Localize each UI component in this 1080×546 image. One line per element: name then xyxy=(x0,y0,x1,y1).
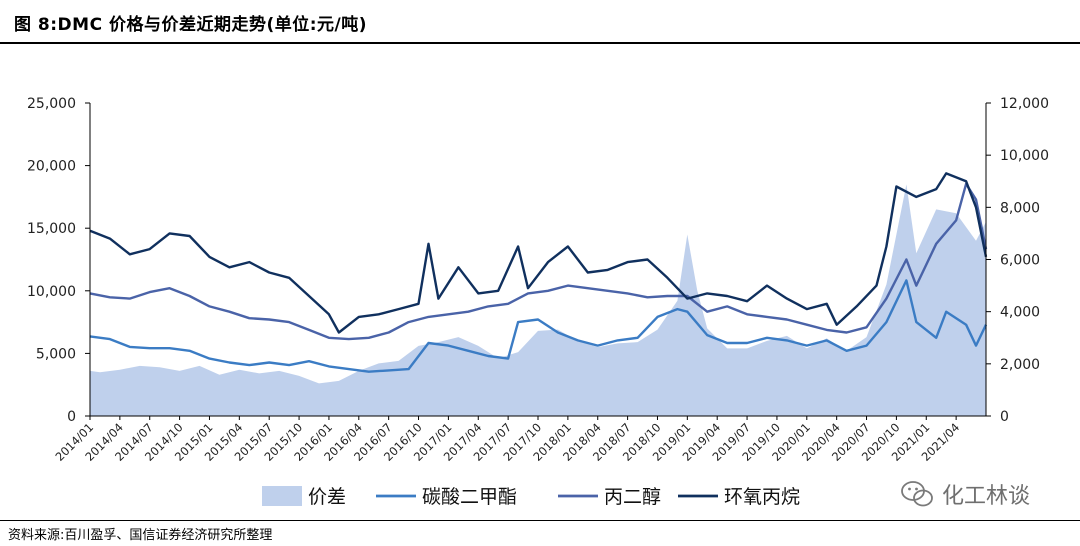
y-right-tick-label: 10,000 xyxy=(1000,148,1049,164)
y-right-tick-label: 0 xyxy=(1000,409,1009,425)
series-area-0 xyxy=(90,184,986,416)
y-left-tick-label: 10,000 xyxy=(27,284,76,300)
y-left-tick-label: 25,000 xyxy=(27,96,76,112)
y-left-tick-label: 0 xyxy=(67,409,76,425)
area-layer xyxy=(90,184,986,416)
series-line-1 xyxy=(89,279,988,373)
y-right-tick-label: 8,000 xyxy=(1000,200,1040,216)
watermark: 化工林谈 xyxy=(900,478,1030,510)
source-divider xyxy=(0,520,1080,521)
y-right-tick-label: 12,000 xyxy=(1000,96,1049,112)
legend-label: 环氧丙烷 xyxy=(724,486,800,508)
line-layer xyxy=(89,172,988,373)
y-right-tick-label: 6,000 xyxy=(1000,253,1040,269)
y-right-tick-label: 4,000 xyxy=(1000,305,1040,321)
watermark-text: 化工林谈 xyxy=(942,484,1031,509)
wechat-icon xyxy=(901,481,933,507)
legend-label: 碳酸二甲酯 xyxy=(422,486,517,508)
figure-title: 图 8:DMC 价格与价差近期走势(单位:元/吨) xyxy=(14,15,368,35)
y-left-tick-label: 15,000 xyxy=(27,221,76,237)
legend-label: 丙二醇 xyxy=(604,486,661,508)
y-right-tick-label: 2,000 xyxy=(1000,357,1040,373)
y-left-tick-label: 20,000 xyxy=(27,159,76,175)
legend-swatch-area xyxy=(262,486,302,506)
legend-label: 价差 xyxy=(308,486,346,508)
series-line-2 xyxy=(89,182,988,341)
title-divider xyxy=(0,42,1080,44)
y-left-tick-label: 5,000 xyxy=(36,346,76,362)
series-line-3 xyxy=(89,172,988,334)
source-note: 资料来源:百川盈孚、国信证券经济研究所整理 xyxy=(8,528,273,543)
legend: 价差 碳酸二甲酯 丙二醇 环氧丙烷 xyxy=(262,486,800,508)
